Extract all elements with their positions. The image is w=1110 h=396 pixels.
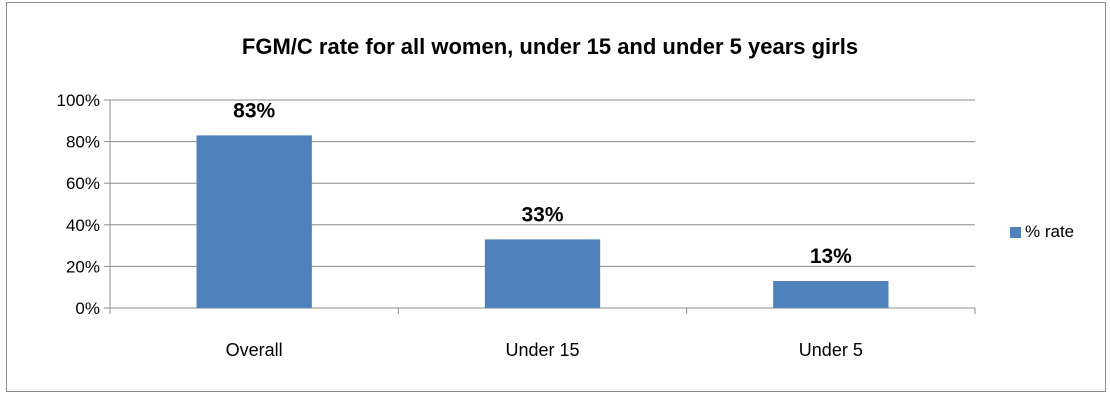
x-category-label: Overall: [226, 340, 283, 360]
x-category-label: Under 5: [799, 340, 863, 360]
bar-overall: [196, 135, 312, 308]
legend: % rate: [1010, 222, 1074, 242]
labels: 0% 20% 40% 60% 80% 100% 83% Overall 33% Under 15 1…: [57, 91, 863, 360]
bars: [196, 135, 889, 308]
x-category-label: Under 15: [505, 340, 579, 360]
chart-frame: [6, 2, 1106, 392]
data-label: 13%: [810, 245, 852, 268]
y-tick-label: 20%: [66, 257, 100, 276]
y-tick-label: 40%: [66, 216, 100, 235]
y-tick-label: 60%: [66, 174, 100, 193]
legend-swatch: [1010, 226, 1021, 238]
bar-under-15: [484, 239, 601, 308]
chart-title: FGM/C rate for all women, under 15 and u…: [241, 34, 859, 59]
y-tick-label: 0%: [75, 299, 100, 318]
y-tick-label: 100%: [57, 91, 100, 110]
data-label: 83%: [233, 99, 275, 122]
data-label: 33%: [521, 203, 563, 226]
y-tick-label: 80%: [66, 133, 100, 152]
bar-under-5: [773, 280, 889, 308]
legend-label: % rate: [1025, 222, 1075, 241]
